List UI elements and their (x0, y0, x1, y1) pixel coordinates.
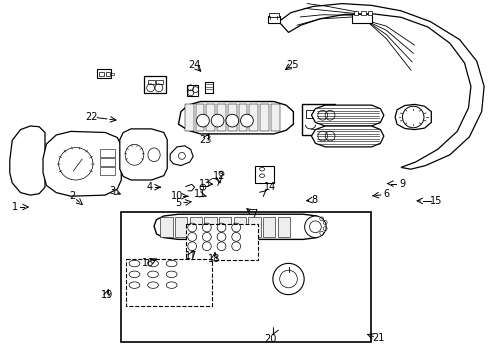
Text: 18: 18 (207, 254, 220, 264)
Text: 2: 2 (69, 191, 75, 201)
Bar (238, 104, 247, 131)
Bar (100, 149, 115, 157)
Bar (360, 11, 365, 15)
Circle shape (211, 114, 224, 127)
PathPatch shape (311, 126, 383, 147)
Circle shape (225, 114, 238, 127)
Text: 16: 16 (142, 258, 154, 268)
Bar (195, 104, 204, 131)
PathPatch shape (120, 129, 167, 180)
PathPatch shape (311, 105, 383, 126)
Bar (175, 217, 187, 237)
Bar (270, 104, 279, 131)
Text: 11: 11 (194, 189, 206, 199)
Bar (97, 69, 111, 78)
Text: 1: 1 (12, 202, 18, 212)
Text: 3: 3 (109, 186, 115, 196)
Bar (269, 13, 278, 17)
Text: 15: 15 (429, 196, 442, 206)
Bar (205, 82, 213, 93)
Bar (184, 104, 193, 131)
Bar (204, 217, 216, 237)
Text: 22: 22 (85, 112, 98, 122)
Bar (148, 80, 155, 84)
PathPatch shape (43, 131, 121, 196)
Bar (100, 158, 115, 166)
Bar (277, 217, 289, 237)
Circle shape (240, 114, 253, 127)
Text: 8: 8 (310, 195, 316, 205)
Bar (227, 104, 236, 131)
Bar (160, 217, 172, 237)
Bar (217, 104, 225, 131)
PathPatch shape (154, 214, 322, 239)
PathPatch shape (178, 102, 293, 134)
Circle shape (272, 264, 304, 294)
Bar (106, 72, 110, 76)
Circle shape (304, 216, 325, 238)
PathPatch shape (394, 104, 430, 130)
Text: 10: 10 (171, 191, 183, 201)
Bar (367, 11, 371, 15)
Text: 12: 12 (212, 171, 225, 181)
Text: 4: 4 (146, 182, 152, 192)
Bar (219, 217, 231, 237)
Bar (305, 110, 320, 118)
Circle shape (196, 114, 209, 127)
Bar (99, 72, 104, 76)
Bar (156, 80, 163, 84)
Text: 7: 7 (251, 209, 257, 219)
Text: 14: 14 (263, 182, 276, 192)
Bar (249, 104, 258, 131)
Text: 6: 6 (383, 189, 388, 199)
Text: 13: 13 (199, 179, 211, 189)
Bar (248, 217, 260, 237)
Bar (351, 14, 371, 23)
Text: 24: 24 (188, 60, 201, 70)
Bar (187, 85, 198, 96)
Bar (255, 166, 273, 183)
Bar (100, 167, 115, 175)
Text: 21: 21 (371, 333, 384, 343)
Text: 25: 25 (285, 60, 298, 70)
Bar (233, 217, 245, 237)
Bar (111, 73, 114, 75)
Bar (144, 76, 166, 93)
Bar (185, 224, 258, 260)
Text: 23: 23 (199, 135, 211, 145)
Bar (206, 104, 215, 131)
Text: 5: 5 (175, 198, 181, 208)
Text: 20: 20 (264, 334, 276, 345)
Bar (267, 16, 280, 23)
Bar (263, 217, 275, 237)
Bar (302, 104, 335, 135)
Text: 17: 17 (184, 251, 197, 261)
Bar (353, 11, 358, 15)
Bar (121, 212, 370, 342)
Bar (260, 104, 268, 131)
Text: 9: 9 (398, 179, 404, 189)
Bar (126, 259, 211, 306)
Text: 19: 19 (100, 290, 113, 300)
Bar (189, 217, 202, 237)
